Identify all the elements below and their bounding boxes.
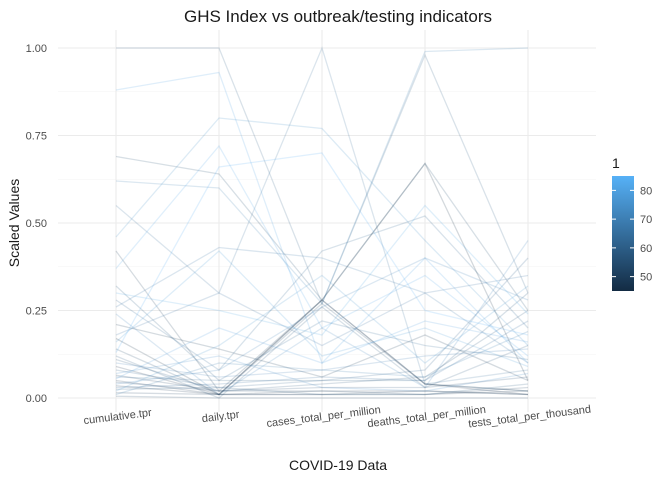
series-line-29 (115, 383, 529, 396)
series-line-7 (115, 144, 529, 357)
series-line-18 (115, 299, 529, 396)
y-tick-label: 0.25 (26, 306, 47, 318)
series-line-8 (115, 285, 529, 382)
series-line-14 (115, 302, 529, 396)
x-tick-label: cumulative.tpr (83, 407, 153, 427)
series-line-6 (115, 250, 529, 392)
y-tick-label: 0.50 (26, 218, 47, 230)
series-line-21 (115, 374, 529, 396)
chart-title: GHS Index vs outbreak/testing indicators (184, 7, 492, 26)
series-lines (115, 46, 529, 399)
series-line-3 (115, 47, 529, 305)
x-tick-label: daily.tpr (201, 409, 240, 426)
series-line-37 (115, 306, 529, 399)
series-line-12 (115, 274, 529, 347)
series-line-2 (115, 155, 529, 311)
y-tick-label: 0.75 (26, 131, 47, 143)
series-line-24 (115, 379, 529, 396)
series-line-36 (115, 204, 529, 336)
series-line-23 (115, 320, 529, 380)
series-line-4 (115, 46, 529, 385)
series-line-9 (115, 215, 529, 371)
series-line-5 (115, 117, 529, 346)
series-line-13 (115, 250, 529, 368)
legend-colorbar (612, 176, 634, 291)
series-line-35 (115, 246, 529, 364)
series-line-16 (115, 309, 529, 392)
series-line-22 (115, 320, 529, 382)
series-line-34 (115, 162, 529, 396)
series-line-20 (115, 355, 529, 392)
x-tick-label: cases_total_per_million (266, 404, 382, 430)
legend: 1 50 60 70 80 (612, 155, 652, 291)
series-line-31 (115, 390, 529, 396)
series-line-19 (115, 257, 529, 389)
y-axis-title: Scaled Values (6, 179, 22, 267)
y-tick-label: 0.00 (26, 393, 47, 405)
y-tick-label: 1.00 (26, 43, 47, 55)
legend-tick-label: 70 (640, 214, 652, 226)
legend-tick-label: 80 (640, 185, 652, 197)
series-line-32 (115, 330, 529, 396)
series-line-1 (115, 71, 529, 365)
legend-ticks: 50 60 70 80 (612, 185, 652, 284)
series-line-30 (115, 274, 529, 392)
legend-tick-label: 50 (640, 272, 652, 284)
x-tick-label: tests_total_per_thousand (468, 404, 592, 431)
series-line-11 (115, 323, 529, 382)
legend-title: 1 (612, 155, 620, 171)
series-line-25 (115, 376, 529, 392)
series-line-33 (115, 395, 528, 399)
series-line-15 (115, 152, 529, 353)
series-line-27 (115, 385, 529, 396)
x-tick-labels: cumulative.tpr daily.tpr cases_total_per_m… (83, 404, 592, 431)
series-line-28 (115, 320, 529, 389)
series-line-26 (115, 257, 529, 385)
series-line-17 (115, 348, 529, 378)
x-axis-title: COVID-19 Data (289, 457, 387, 473)
series-line-10 (115, 240, 529, 396)
series-line-0 (116, 47, 529, 306)
grid (58, 30, 596, 412)
y-tick-labels: 0.00 0.25 0.50 0.75 1.00 (26, 43, 47, 405)
legend-tick-label: 60 (640, 243, 652, 255)
